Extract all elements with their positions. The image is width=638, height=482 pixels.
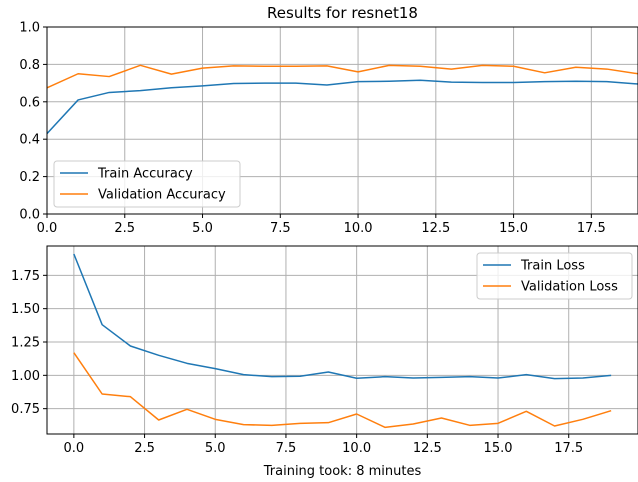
loss-y-tick-label: 1.25 bbox=[11, 336, 40, 351]
loss-legend-label: Validation Loss bbox=[521, 280, 618, 295]
accuracy-legend-box bbox=[53, 160, 241, 208]
accuracy-y-tick-label: 0.8 bbox=[19, 58, 40, 73]
loss-legend-label: Train Loss bbox=[520, 259, 585, 274]
accuracy-chart: 0.0 2.5 5.0 7.5 10.0 12.5 15.0 17.5 0.0 0.2 0.4 0.6… bbox=[19, 4, 638, 236]
chart-title: Results for resnet18 bbox=[267, 4, 418, 22]
loss-x-tick-label: 15.0 bbox=[484, 441, 513, 456]
accuracy-x-tick-label: 7.5 bbox=[270, 221, 291, 236]
accuracy-series-line-train bbox=[47, 79, 638, 135]
loss-x-tick-label: 17.5 bbox=[554, 441, 583, 456]
accuracy-x-tick-label: 0.0 bbox=[37, 221, 58, 236]
loss-y-tick-label: 0.75 bbox=[11, 402, 40, 417]
loss-y-tick-label: 1.50 bbox=[11, 302, 40, 317]
loss-x-tick-label: 0.0 bbox=[64, 441, 85, 456]
accuracy-axes-frame bbox=[46, 26, 638, 215]
accuracy-x-tick-label: 10.0 bbox=[344, 221, 373, 236]
loss-chart: 0.0 2.5 5.0 7.5 10.0 12.5 15.0 17.5 0.75 1.00 1.25… bbox=[11, 245, 638, 479]
x-axis-label: Training took: 8 minutes bbox=[263, 464, 422, 479]
accuracy-x-tick-label: 12.5 bbox=[421, 221, 450, 236]
accuracy-legend-label: Train Accuracy bbox=[97, 167, 193, 182]
accuracy-x-tick-label: 5.0 bbox=[192, 221, 213, 236]
accuracy-series-line-validation bbox=[47, 64, 638, 89]
loss-legend-box bbox=[476, 252, 633, 300]
loss-x-tick-label: 2.5 bbox=[134, 441, 155, 456]
loss-series-line-train bbox=[73, 253, 612, 380]
accuracy-legend: Train Accuracy Validation Accuracy bbox=[53, 160, 241, 208]
loss-legend: Train Loss Validation Loss bbox=[476, 252, 633, 300]
accuracy-x-tick-label: 15.0 bbox=[499, 221, 528, 236]
loss-x-tick-label: 7.5 bbox=[276, 441, 297, 456]
loss-series-line-validation bbox=[73, 352, 612, 429]
loss-x-tick-label: 12.5 bbox=[413, 441, 442, 456]
accuracy-legend-label: Validation Accuracy bbox=[98, 188, 226, 203]
accuracy-x-tick-label: 17.5 bbox=[577, 221, 606, 236]
loss-x-tick-label: 5.0 bbox=[205, 441, 226, 456]
loss-axes-frame bbox=[46, 245, 638, 435]
accuracy-y-tick-label: 0.0 bbox=[19, 208, 40, 223]
accuracy-x-tick-label: 2.5 bbox=[114, 221, 135, 236]
loss-y-tick-label: 1.75 bbox=[11, 269, 40, 284]
loss-x-tick-label: 10.0 bbox=[342, 441, 371, 456]
loss-y-tick-label: 1.00 bbox=[11, 369, 40, 384]
accuracy-y-tick-label: 0.2 bbox=[19, 170, 40, 185]
accuracy-y-tick-label: 0.6 bbox=[19, 95, 40, 110]
accuracy-y-tick-label: 0.4 bbox=[19, 133, 40, 148]
accuracy-y-tick-label: 1.0 bbox=[19, 21, 40, 36]
